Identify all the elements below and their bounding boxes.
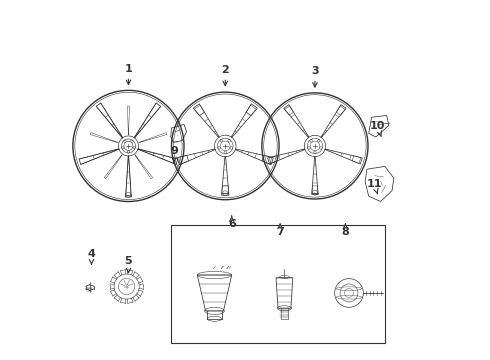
Text: 6: 6	[228, 216, 236, 229]
Text: 5: 5	[124, 256, 132, 273]
Text: 10: 10	[370, 121, 385, 137]
Text: 3: 3	[311, 66, 318, 87]
Text: 1: 1	[124, 64, 132, 85]
Text: 8: 8	[342, 224, 349, 237]
Text: 2: 2	[221, 64, 229, 86]
Text: 9: 9	[170, 146, 178, 162]
Bar	[172, 225, 385, 343]
Text: 4: 4	[88, 248, 96, 264]
Text: 11: 11	[367, 179, 382, 194]
Text: 7: 7	[276, 224, 284, 237]
